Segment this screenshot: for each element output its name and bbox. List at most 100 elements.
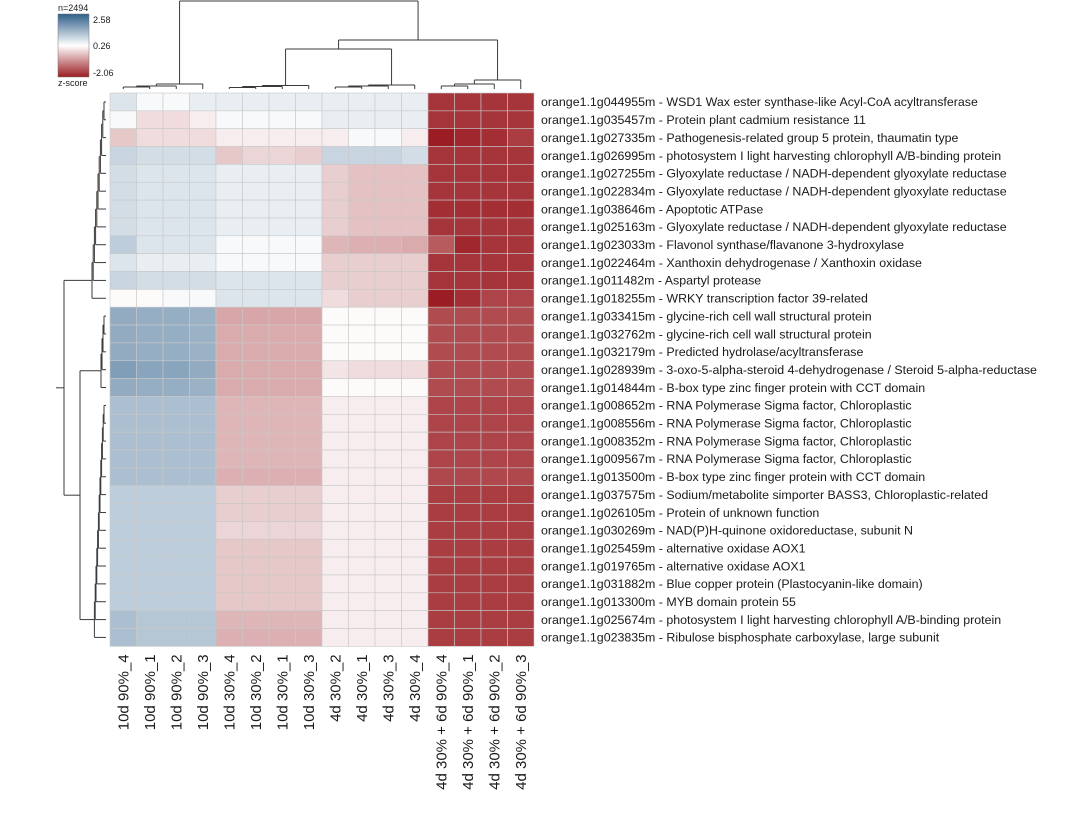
heatmap-cell — [268, 378, 296, 397]
heatmap-cell — [321, 610, 349, 629]
heatmap-cell — [480, 431, 508, 451]
row-label: orange1.1g030269m - NAD(P)H-quinone oxid… — [541, 524, 913, 538]
heatmap-cell — [136, 610, 164, 629]
heatmap-cell — [295, 92, 323, 112]
heatmap-cell — [189, 306, 217, 326]
heatmap-cell — [242, 271, 270, 290]
heatmap-cell — [374, 181, 402, 201]
heatmap-cell — [162, 628, 190, 647]
heatmap-cell — [348, 467, 376, 487]
heatmap-cell — [136, 164, 164, 183]
column-label: 10d 90%_1 — [142, 654, 159, 730]
row-label: orange1.1g033415m - glycine-rich cell wa… — [541, 309, 872, 323]
heatmap-cell — [374, 378, 402, 397]
heatmap-cell — [507, 574, 535, 594]
heatmap-cell — [189, 342, 217, 362]
heatmap-cell — [109, 324, 137, 344]
heatmap-cell — [348, 610, 376, 629]
column-label: 4d 30% + 6d 90%_1 — [460, 654, 477, 790]
heatmap-cell — [268, 413, 296, 433]
heatmap-cell — [374, 164, 402, 183]
heatmap-cell — [401, 128, 429, 147]
heatmap-cell — [162, 146, 190, 165]
heatmap-cell — [454, 324, 482, 344]
row-label: orange1.1g026105m - Protein of unknown f… — [541, 506, 819, 520]
heatmap-cell — [189, 164, 217, 183]
heatmap-cell — [480, 342, 508, 362]
heatmap-cell — [268, 199, 296, 219]
heatmap-cell — [507, 610, 535, 629]
heatmap-cell — [295, 271, 323, 290]
heatmap-cell — [507, 413, 535, 433]
heatmap-cell — [162, 574, 190, 594]
column-label: 10d 90%_3 — [195, 654, 212, 730]
heatmap-cell — [374, 503, 402, 522]
heatmap-cell — [295, 503, 323, 522]
heatmap-cell — [374, 146, 402, 165]
heatmap-cell — [268, 592, 296, 611]
heatmap-cell — [348, 556, 376, 576]
heatmap-cell — [507, 324, 535, 344]
heatmap-cell — [215, 164, 243, 183]
heatmap-cell — [348, 289, 376, 308]
heatmap-cell — [242, 503, 270, 522]
heatmap-cell — [507, 378, 535, 397]
heatmap-cell — [427, 110, 455, 129]
heatmap-cell — [454, 253, 482, 272]
heatmap-cell — [295, 449, 323, 469]
heatmap-cell — [162, 360, 190, 379]
heatmap-cell — [507, 92, 535, 112]
heatmap-cell — [321, 431, 349, 451]
heatmap-cell — [348, 342, 376, 362]
heatmap-cell — [321, 128, 349, 147]
row-dendrogram — [56, 101, 106, 638]
heatmap-cell — [321, 467, 349, 487]
row-label: orange1.1g018255m - WRKY transcription f… — [541, 292, 868, 306]
heatmap-cell — [427, 503, 455, 522]
heatmap-cell — [427, 271, 455, 290]
legend-title: z-score — [58, 78, 88, 88]
heatmap-cell — [162, 253, 190, 272]
heatmap-cell — [268, 485, 296, 504]
heatmap-cell — [189, 610, 217, 629]
heatmap-cell — [189, 503, 217, 522]
heatmap-cell — [401, 306, 429, 326]
heatmap-cell — [348, 217, 376, 237]
heatmap-cell — [268, 181, 296, 201]
heatmap-cell — [507, 253, 535, 272]
heatmap-cell — [507, 217, 535, 237]
heatmap-cell — [295, 235, 323, 254]
heatmap-cell — [427, 396, 455, 415]
row-label: orange1.1g022834m - Glyoxylate reductase… — [541, 184, 1007, 198]
heatmap-cell — [136, 306, 164, 326]
row-label: orange1.1g014844m - B-box type zinc fing… — [541, 381, 925, 395]
row-label: orange1.1g025459m - alternative oxidase … — [541, 541, 806, 555]
heatmap-cell — [401, 396, 429, 415]
heatmap-cell — [215, 396, 243, 415]
heatmap-cell — [189, 628, 217, 647]
heatmap-cell — [321, 324, 349, 344]
heatmap-cell — [109, 181, 137, 201]
heatmap-cell — [268, 289, 296, 308]
heatmap-cell — [242, 199, 270, 219]
heatmap-cell — [507, 431, 535, 451]
heatmap-cell — [189, 431, 217, 451]
heatmap-cell — [507, 485, 535, 504]
heatmap-cell — [136, 628, 164, 647]
heatmap-cell — [215, 449, 243, 469]
heatmap-cell — [507, 556, 535, 576]
heatmap-cell — [454, 592, 482, 611]
heatmap-cell — [480, 467, 508, 487]
heatmap-cell — [321, 271, 349, 290]
heatmap-cell — [189, 146, 217, 165]
heatmap-cell — [109, 306, 137, 326]
heatmap-cell — [454, 164, 482, 183]
heatmap-cell — [136, 146, 164, 165]
heatmap-cell — [189, 199, 217, 219]
heatmap-cell — [454, 378, 482, 397]
row-label: orange1.1g025674m - photosystem I light … — [541, 613, 1001, 627]
heatmap-cell — [480, 610, 508, 629]
heatmap-cell — [348, 538, 376, 558]
heatmap-cell — [480, 306, 508, 326]
heatmap-cell — [454, 235, 482, 254]
